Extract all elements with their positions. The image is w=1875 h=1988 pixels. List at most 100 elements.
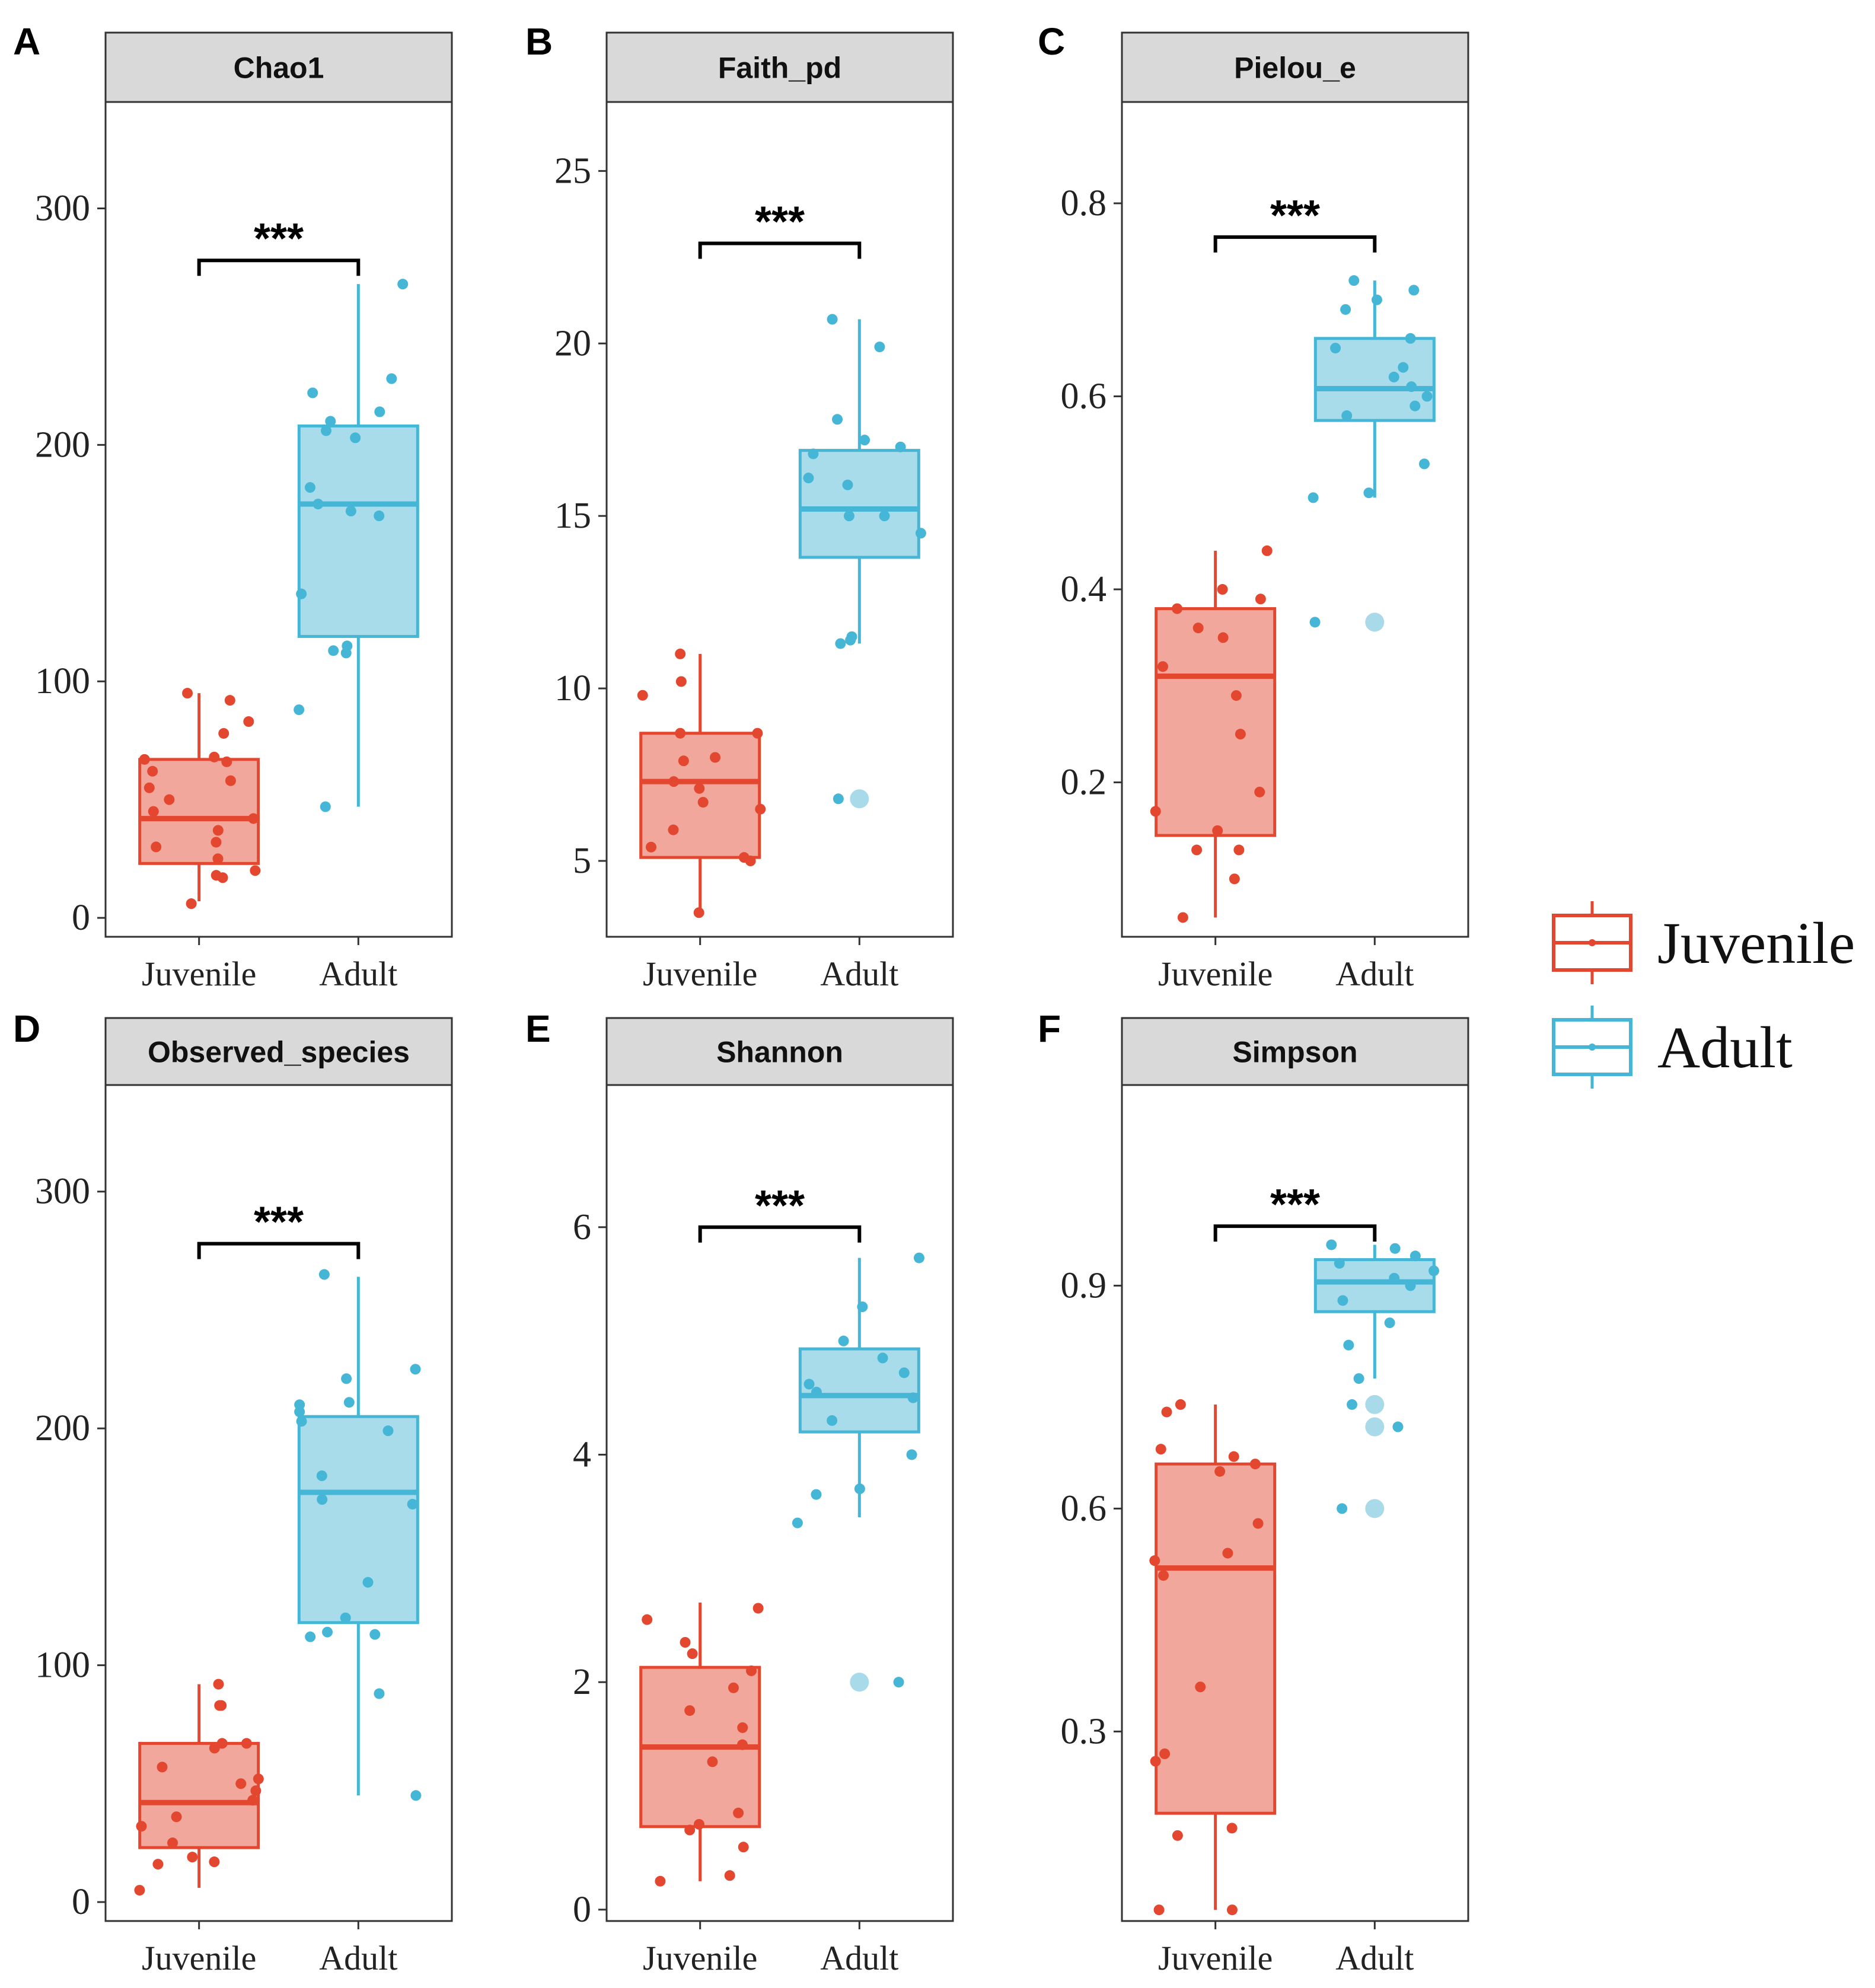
- data-point: [1149, 1555, 1160, 1566]
- data-point: [212, 853, 224, 864]
- box-adult: [1313, 1239, 1440, 1518]
- data-point: [803, 1378, 815, 1390]
- x-tick-label: Adult: [319, 1939, 397, 1977]
- data-point: [1353, 1373, 1364, 1384]
- data-point: [307, 387, 318, 398]
- significance-label: ***: [254, 1199, 304, 1246]
- data-point: [296, 588, 307, 599]
- data-point: [738, 1842, 749, 1853]
- outlier-point: [850, 1673, 869, 1692]
- box-adult: [792, 1252, 924, 1692]
- x-tick-label: Adult: [319, 955, 397, 993]
- data-point: [345, 506, 356, 517]
- strip-header: [605, 31, 954, 103]
- data-point: [164, 794, 175, 805]
- outlier-point: [1365, 1499, 1385, 1518]
- legend-dot: [1589, 1044, 1596, 1051]
- data-point: [139, 754, 150, 765]
- box-iqr: [138, 1741, 260, 1849]
- data-point: [296, 1416, 307, 1427]
- significance-bracket: [1213, 1224, 1377, 1242]
- strip-header: [1121, 1017, 1469, 1086]
- data-point: [1226, 1823, 1238, 1834]
- data-point: [642, 1614, 653, 1625]
- data-point: [1388, 371, 1399, 382]
- legend-item-adult: Adult: [1552, 1006, 1793, 1089]
- data-point: [209, 751, 220, 762]
- data-point: [838, 1335, 849, 1346]
- panel-a: A Chao1 0 100 200 300 Juvenile Adult ***: [13, 20, 453, 993]
- data-point: [382, 1425, 394, 1437]
- data-point: [832, 414, 843, 425]
- panel-c: C Pielou_e 0.2 0.4 0.6 0.8 Juvenile Adult ***: [1038, 20, 1469, 993]
- x-tick-label: Juvenile: [1158, 955, 1273, 993]
- data-point: [1337, 1503, 1348, 1514]
- strip-header: [104, 31, 453, 103]
- data-point: [737, 1722, 748, 1733]
- data-point: [235, 1778, 247, 1789]
- data-point: [755, 803, 766, 815]
- data-point: [843, 510, 854, 522]
- data-point: [305, 1631, 316, 1642]
- data-point: [167, 1837, 178, 1849]
- data-point: [736, 1739, 748, 1750]
- y-tick-label: 20: [554, 323, 591, 363]
- y-tick-label: 5: [573, 841, 591, 881]
- data-point: [362, 1577, 374, 1588]
- data-point: [209, 1743, 220, 1754]
- data-point: [250, 1785, 262, 1796]
- outlier-point: [1365, 1417, 1385, 1437]
- data-point: [247, 1795, 259, 1806]
- data-point: [746, 1665, 757, 1676]
- y-tick-label: 0.9: [1061, 1265, 1107, 1306]
- data-point: [827, 1415, 838, 1426]
- panel-letter: B: [525, 20, 553, 63]
- box-adult: [798, 314, 926, 809]
- data-point: [217, 872, 228, 883]
- data-point: [792, 1517, 803, 1529]
- data-point: [906, 1449, 917, 1460]
- data-point: [1249, 1459, 1261, 1470]
- significance-label: ***: [755, 1182, 805, 1230]
- data-point: [1252, 1518, 1264, 1529]
- data-point: [221, 756, 232, 767]
- data-point: [1155, 1444, 1166, 1455]
- strip-title: Chao1: [234, 52, 324, 85]
- data-point: [811, 1386, 822, 1397]
- data-point: [186, 898, 197, 910]
- panel-b: B Faith_pd 5 10 15 20 25 Juvenile Adult ***: [525, 20, 954, 993]
- legend-dot: [1589, 939, 1596, 946]
- data-point: [1161, 1406, 1172, 1418]
- y-tick-label: 25: [554, 151, 591, 191]
- data-point: [693, 907, 704, 918]
- data-point: [1217, 632, 1229, 643]
- x-tick-label: Juvenile: [142, 955, 256, 993]
- data-point: [857, 1301, 868, 1313]
- data-point: [1406, 381, 1417, 393]
- box-juvenile: [637, 648, 766, 918]
- data-point: [1177, 912, 1188, 923]
- x-tick-label: Juvenile: [643, 955, 757, 993]
- data-point: [1235, 729, 1246, 740]
- data-point: [1410, 1250, 1421, 1262]
- y-tick-label: 100: [35, 661, 90, 701]
- data-point: [1389, 1272, 1400, 1284]
- data-point: [216, 1738, 228, 1749]
- data-point: [312, 499, 324, 510]
- data-point: [1348, 275, 1360, 286]
- y-tick-label: 200: [35, 1408, 90, 1448]
- data-point: [913, 1252, 924, 1263]
- significance-label: ***: [755, 199, 805, 246]
- data-point: [253, 1773, 264, 1785]
- data-point: [157, 1762, 168, 1773]
- data-point: [1228, 1451, 1239, 1462]
- data-point: [833, 793, 844, 805]
- data-point: [1157, 661, 1168, 672]
- data-point: [350, 432, 361, 443]
- y-tick-label: 0.8: [1061, 183, 1107, 224]
- data-point: [687, 1648, 698, 1660]
- data-point: [1175, 1399, 1186, 1410]
- data-point: [1214, 1466, 1226, 1477]
- data-point: [728, 1682, 739, 1693]
- significance-bracket: [197, 259, 361, 276]
